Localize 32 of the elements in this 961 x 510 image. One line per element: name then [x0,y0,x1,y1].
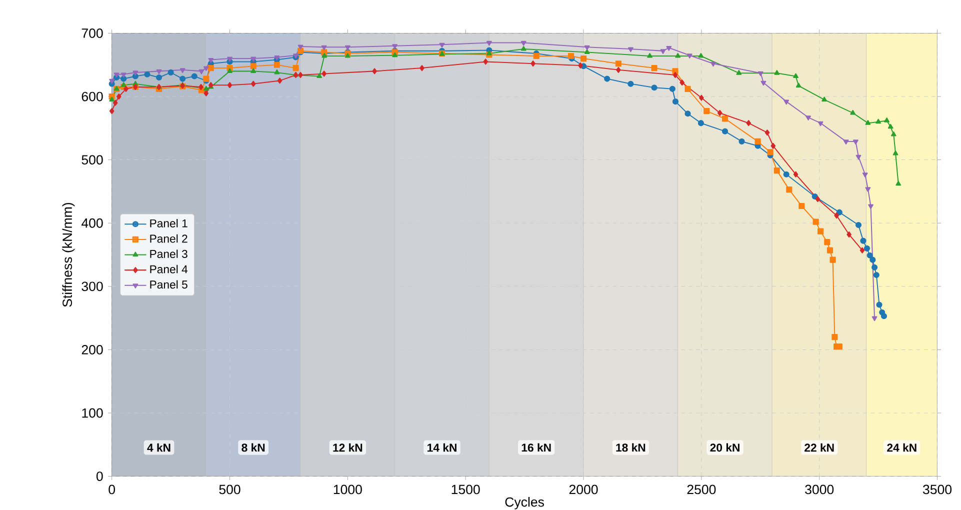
y-tick-label: 200 [82,345,103,355]
y-tick-label: 700 [82,28,103,38]
x-tick-label: 2500 [687,485,716,494]
x-tick-label: 3500 [922,485,952,494]
y-tick-label: 100 [82,408,103,418]
band-label: 14 kN [428,444,456,452]
band-label: 16 kN [522,444,551,452]
band-label: 4 kN [147,444,170,452]
x-axis-title: Cycles [505,497,544,510]
legend-label: Panel 2 [150,234,188,243]
band-label: 18 kN [616,444,646,452]
x-tick-label: 1500 [452,485,480,494]
legend-label: Panel 4 [150,265,188,274]
band-label: 24 kN [887,444,916,452]
y-axis-title: Stiffness (kN/mm) [62,203,75,308]
y-tick-label: 500 [82,155,103,165]
x-tick-label: 3000 [805,485,834,494]
legend-label: Panel 5 [150,280,188,289]
legend-label: Panel 1 [150,219,188,228]
band-label: 12 kN [333,444,362,452]
band-label: 22 kN [804,444,834,452]
y-tick-label: 600 [82,92,103,102]
x-tick-label: 500 [219,485,240,494]
band-label: 20 kN [710,444,740,452]
x-tick-label: 2000 [569,485,598,494]
y-tick-label: 400 [81,218,103,228]
band-label: 8 kN [242,444,265,452]
x-tick-label: 0 [108,485,116,494]
x-tick-label: 1000 [334,485,362,494]
y-tick-label: 300 [82,282,103,292]
legend-label: Panel 3 [150,250,188,258]
y-tick-label: 0 [96,472,103,482]
